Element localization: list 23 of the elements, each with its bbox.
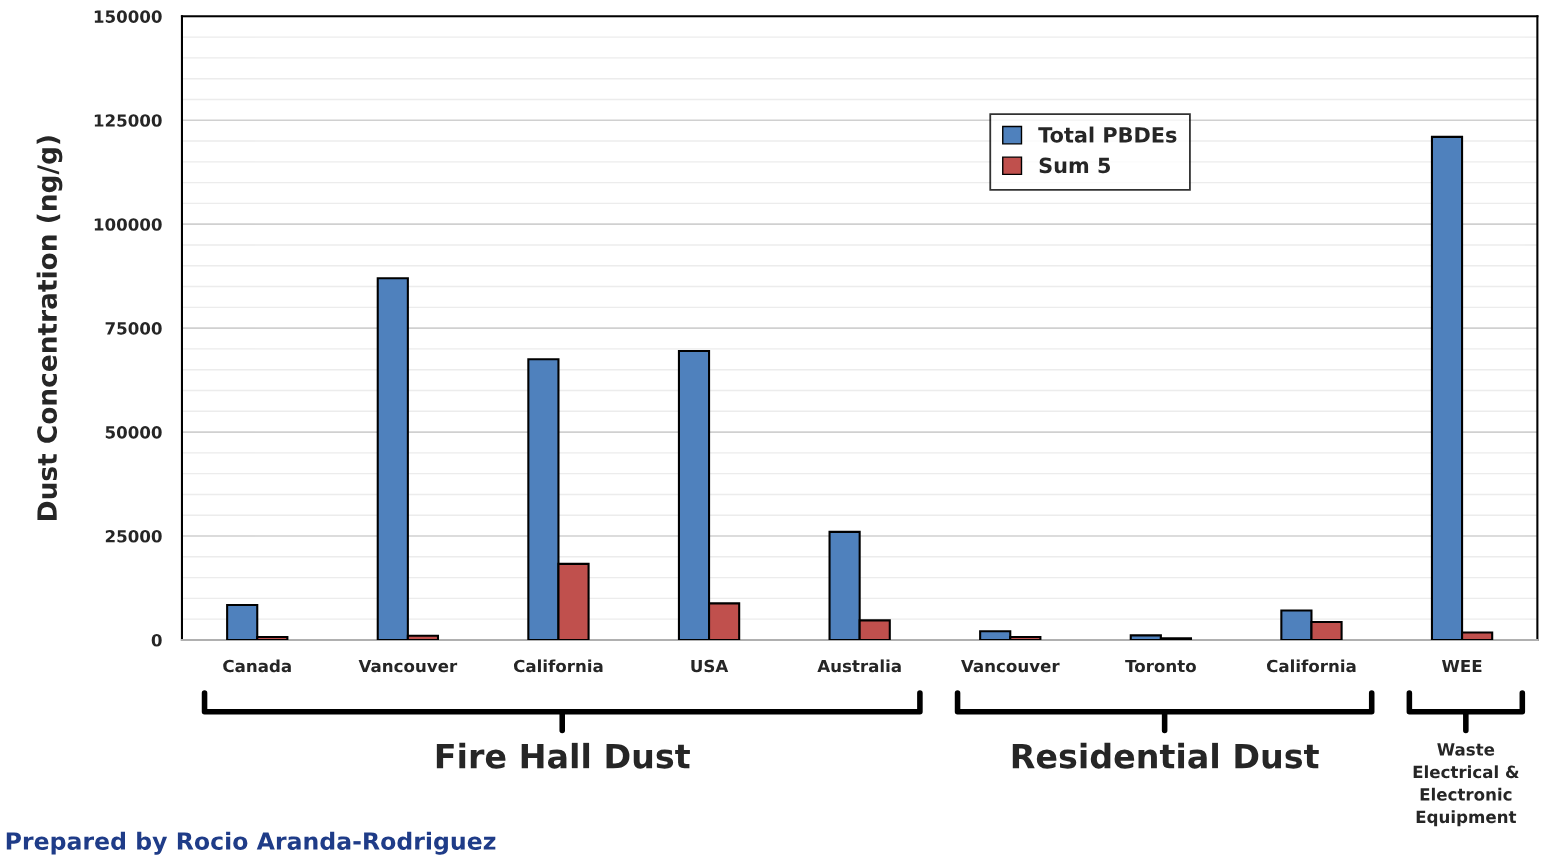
x-tick-label: Vancouver xyxy=(358,659,458,673)
x-tick-label: California xyxy=(513,659,603,673)
text: Residential Dust xyxy=(1012,742,1319,769)
y-tick-label: 25000 xyxy=(105,529,162,543)
y-axis-title: Dust Concentration (ng/g) xyxy=(36,136,63,520)
legend-label: Sum 5 xyxy=(1039,157,1111,174)
x-tick-label: Australia xyxy=(817,659,901,673)
text: Fire Hall Dust xyxy=(436,742,690,769)
y-tick-label: 100000 xyxy=(94,218,162,231)
x-tick-label: California xyxy=(1266,659,1356,673)
y-tick-label: 125000 xyxy=(94,114,162,127)
y-tick-label: 50000 xyxy=(105,426,162,439)
x-tick-label: USA xyxy=(691,659,729,673)
y-tick-label: 75000 xyxy=(105,322,162,335)
x-tick-label: Canada xyxy=(223,659,291,673)
x-tick-label: Vancouver xyxy=(961,659,1060,673)
text: Waste Electrical & Electronic Equipment xyxy=(1413,743,1519,827)
x-tick-label: WEE xyxy=(1441,659,1482,673)
text: Prepared by Rocio Aranda-Rodriguez xyxy=(6,831,496,855)
legend-label: Total PBDEs xyxy=(1038,126,1177,143)
y-tick-label: 0 xyxy=(151,633,162,647)
y-tick-label: 150000 xyxy=(94,10,162,23)
x-tick-label: Toronto xyxy=(1125,659,1196,673)
